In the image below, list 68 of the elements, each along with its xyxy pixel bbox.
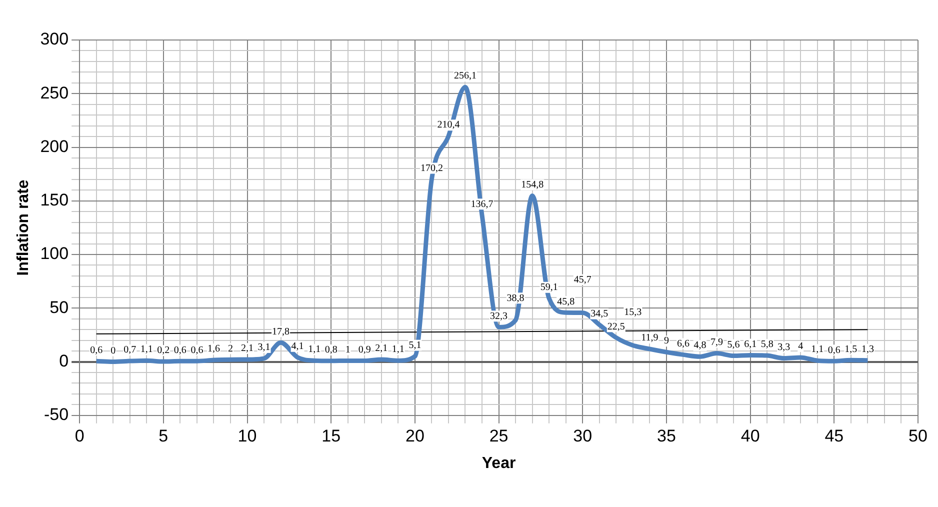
- x-tick-label: 50: [908, 426, 928, 446]
- y-tick-label: 200: [40, 136, 69, 156]
- data-label: 0,6: [828, 344, 840, 356]
- data-label: 256,1: [454, 70, 476, 82]
- data-label: 1: [345, 344, 350, 356]
- x-tick-label: 45: [824, 426, 844, 446]
- data-label: 0,6: [174, 344, 186, 356]
- data-label: 59,1: [540, 282, 558, 294]
- data-label: 0,6: [190, 344, 204, 356]
- data-label: 0,9: [358, 344, 371, 356]
- data-label: 11,9: [641, 332, 658, 344]
- data-label: 2,1: [241, 343, 254, 354]
- data-label: 1,1: [140, 344, 153, 356]
- data-label: 5,6: [727, 339, 740, 350]
- x-tick-label: 0: [74, 426, 84, 446]
- data-label: 1,1: [811, 344, 824, 356]
- data-label: 4: [798, 341, 804, 352]
- data-label: 0: [110, 345, 116, 356]
- data-label: 210,4: [437, 120, 460, 131]
- data-label: 0,8: [324, 344, 338, 356]
- x-axis-title: Year: [482, 454, 516, 472]
- data-label: 1,6: [207, 344, 220, 355]
- data-label: 5,8: [760, 339, 774, 350]
- y-tick-label: 50: [50, 298, 69, 317]
- data-label: 15,3: [624, 306, 642, 318]
- y-axis-title: Inflation rate: [15, 180, 32, 276]
- data-label: 6,6: [676, 338, 690, 350]
- x-tick-label: 20: [405, 426, 424, 446]
- x-tick-label: 25: [489, 426, 508, 446]
- x-tick-label: 10: [238, 426, 257, 446]
- y-tick-label: 150: [40, 190, 69, 210]
- y-tick-label: 300: [40, 30, 69, 49]
- data-label: 45,8: [557, 296, 575, 308]
- data-label: 154,8: [521, 179, 544, 190]
- x-tick-label: 30: [573, 426, 592, 446]
- data-label: 4,8: [694, 340, 706, 352]
- data-label: 34,5: [590, 308, 608, 320]
- data-label: 3,3: [778, 342, 790, 353]
- data-label: 0,7: [124, 344, 136, 356]
- data-label: 0,6: [90, 344, 103, 356]
- data-label: 2: [228, 343, 233, 354]
- data-label: 22,5: [607, 321, 625, 332]
- x-tick-label: 35: [657, 426, 676, 446]
- data-label: 170,2: [420, 162, 443, 174]
- data-label: 1,1: [392, 344, 404, 356]
- data-label: 9: [664, 336, 669, 347]
- data-label: 3,1: [258, 342, 270, 354]
- data-label: 6,1: [744, 338, 757, 350]
- y-tick-label: -50: [44, 405, 69, 424]
- x-tick-label: 5: [158, 426, 168, 446]
- data-label: 5,1: [408, 340, 422, 351]
- data-label: 4,1: [291, 341, 304, 352]
- data-label: 38,8: [506, 292, 524, 304]
- data-label: 1,5: [844, 344, 858, 355]
- data-label: 17,8: [272, 326, 290, 338]
- data-label: 1,3: [861, 344, 874, 355]
- data-label: 2,1: [375, 343, 388, 354]
- data-label: 32,3: [490, 310, 508, 322]
- y-tick-label: 0: [59, 351, 69, 370]
- data-label: 1,1: [308, 344, 321, 356]
- y-tick-label: 250: [40, 83, 69, 102]
- data-label: 0,2: [157, 345, 170, 356]
- data-label: 45,7: [574, 274, 592, 286]
- y-tick-label: 100: [40, 244, 69, 264]
- data-label: 136,7: [470, 198, 494, 210]
- x-tick-label: 40: [740, 426, 760, 446]
- x-tick-label: 15: [322, 426, 341, 446]
- data-label: 7,9: [710, 336, 724, 348]
